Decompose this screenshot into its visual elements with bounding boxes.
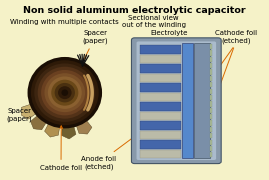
Bar [140, 55, 181, 63]
Ellipse shape [41, 70, 89, 115]
Text: Electrolyte: Electrolyte [150, 30, 187, 36]
Bar [210, 63, 212, 68]
Bar [210, 152, 212, 158]
Bar [210, 95, 212, 100]
Polygon shape [30, 93, 65, 130]
Ellipse shape [48, 76, 82, 109]
Bar [210, 50, 212, 56]
Bar [140, 64, 181, 73]
Bar [182, 43, 193, 158]
Bar [210, 133, 212, 138]
Bar [140, 93, 181, 101]
Bar [210, 101, 212, 107]
Bar [210, 82, 212, 87]
FancyBboxPatch shape [137, 41, 216, 160]
Ellipse shape [44, 73, 85, 112]
Bar [140, 122, 181, 130]
Bar [210, 120, 212, 126]
Ellipse shape [51, 80, 78, 106]
Ellipse shape [34, 64, 95, 122]
Bar [194, 43, 210, 158]
Text: Non solid aluminum electrolytic capacitor: Non solid aluminum electrolytic capacito… [23, 6, 246, 15]
Bar [210, 127, 212, 132]
Text: Cathode foil: Cathode foil [40, 126, 82, 171]
Text: Spacer
(paper): Spacer (paper) [6, 100, 42, 122]
Bar [210, 69, 212, 75]
Text: Spacer
(paper): Spacer (paper) [79, 30, 108, 70]
Bar [210, 108, 212, 113]
Polygon shape [45, 93, 65, 137]
Ellipse shape [58, 86, 72, 99]
Bar [140, 102, 181, 111]
Bar [140, 74, 181, 82]
Ellipse shape [31, 60, 99, 125]
Bar [210, 44, 212, 49]
Text: Sectional view
out of the winding: Sectional view out of the winding [122, 15, 186, 28]
Text: Anode foil
(etched): Anode foil (etched) [82, 121, 155, 170]
Polygon shape [65, 93, 92, 134]
Bar [210, 140, 212, 145]
Bar [140, 84, 181, 92]
Bar [210, 76, 212, 81]
Ellipse shape [61, 89, 68, 96]
Ellipse shape [38, 67, 92, 119]
Polygon shape [62, 93, 76, 139]
Bar [140, 112, 181, 120]
Bar [140, 140, 181, 149]
Polygon shape [21, 93, 65, 119]
Bar [140, 131, 181, 139]
Bar [210, 57, 212, 62]
Text: Cathode foil
(etched): Cathode foil (etched) [215, 30, 257, 44]
Bar [210, 146, 212, 151]
Ellipse shape [55, 83, 75, 102]
Bar [210, 89, 212, 94]
Ellipse shape [27, 57, 102, 128]
FancyBboxPatch shape [132, 38, 221, 164]
Text: Winding with multiple contacts: Winding with multiple contacts [10, 19, 119, 24]
Bar [140, 46, 181, 54]
Bar [210, 114, 212, 119]
Bar [140, 150, 181, 158]
